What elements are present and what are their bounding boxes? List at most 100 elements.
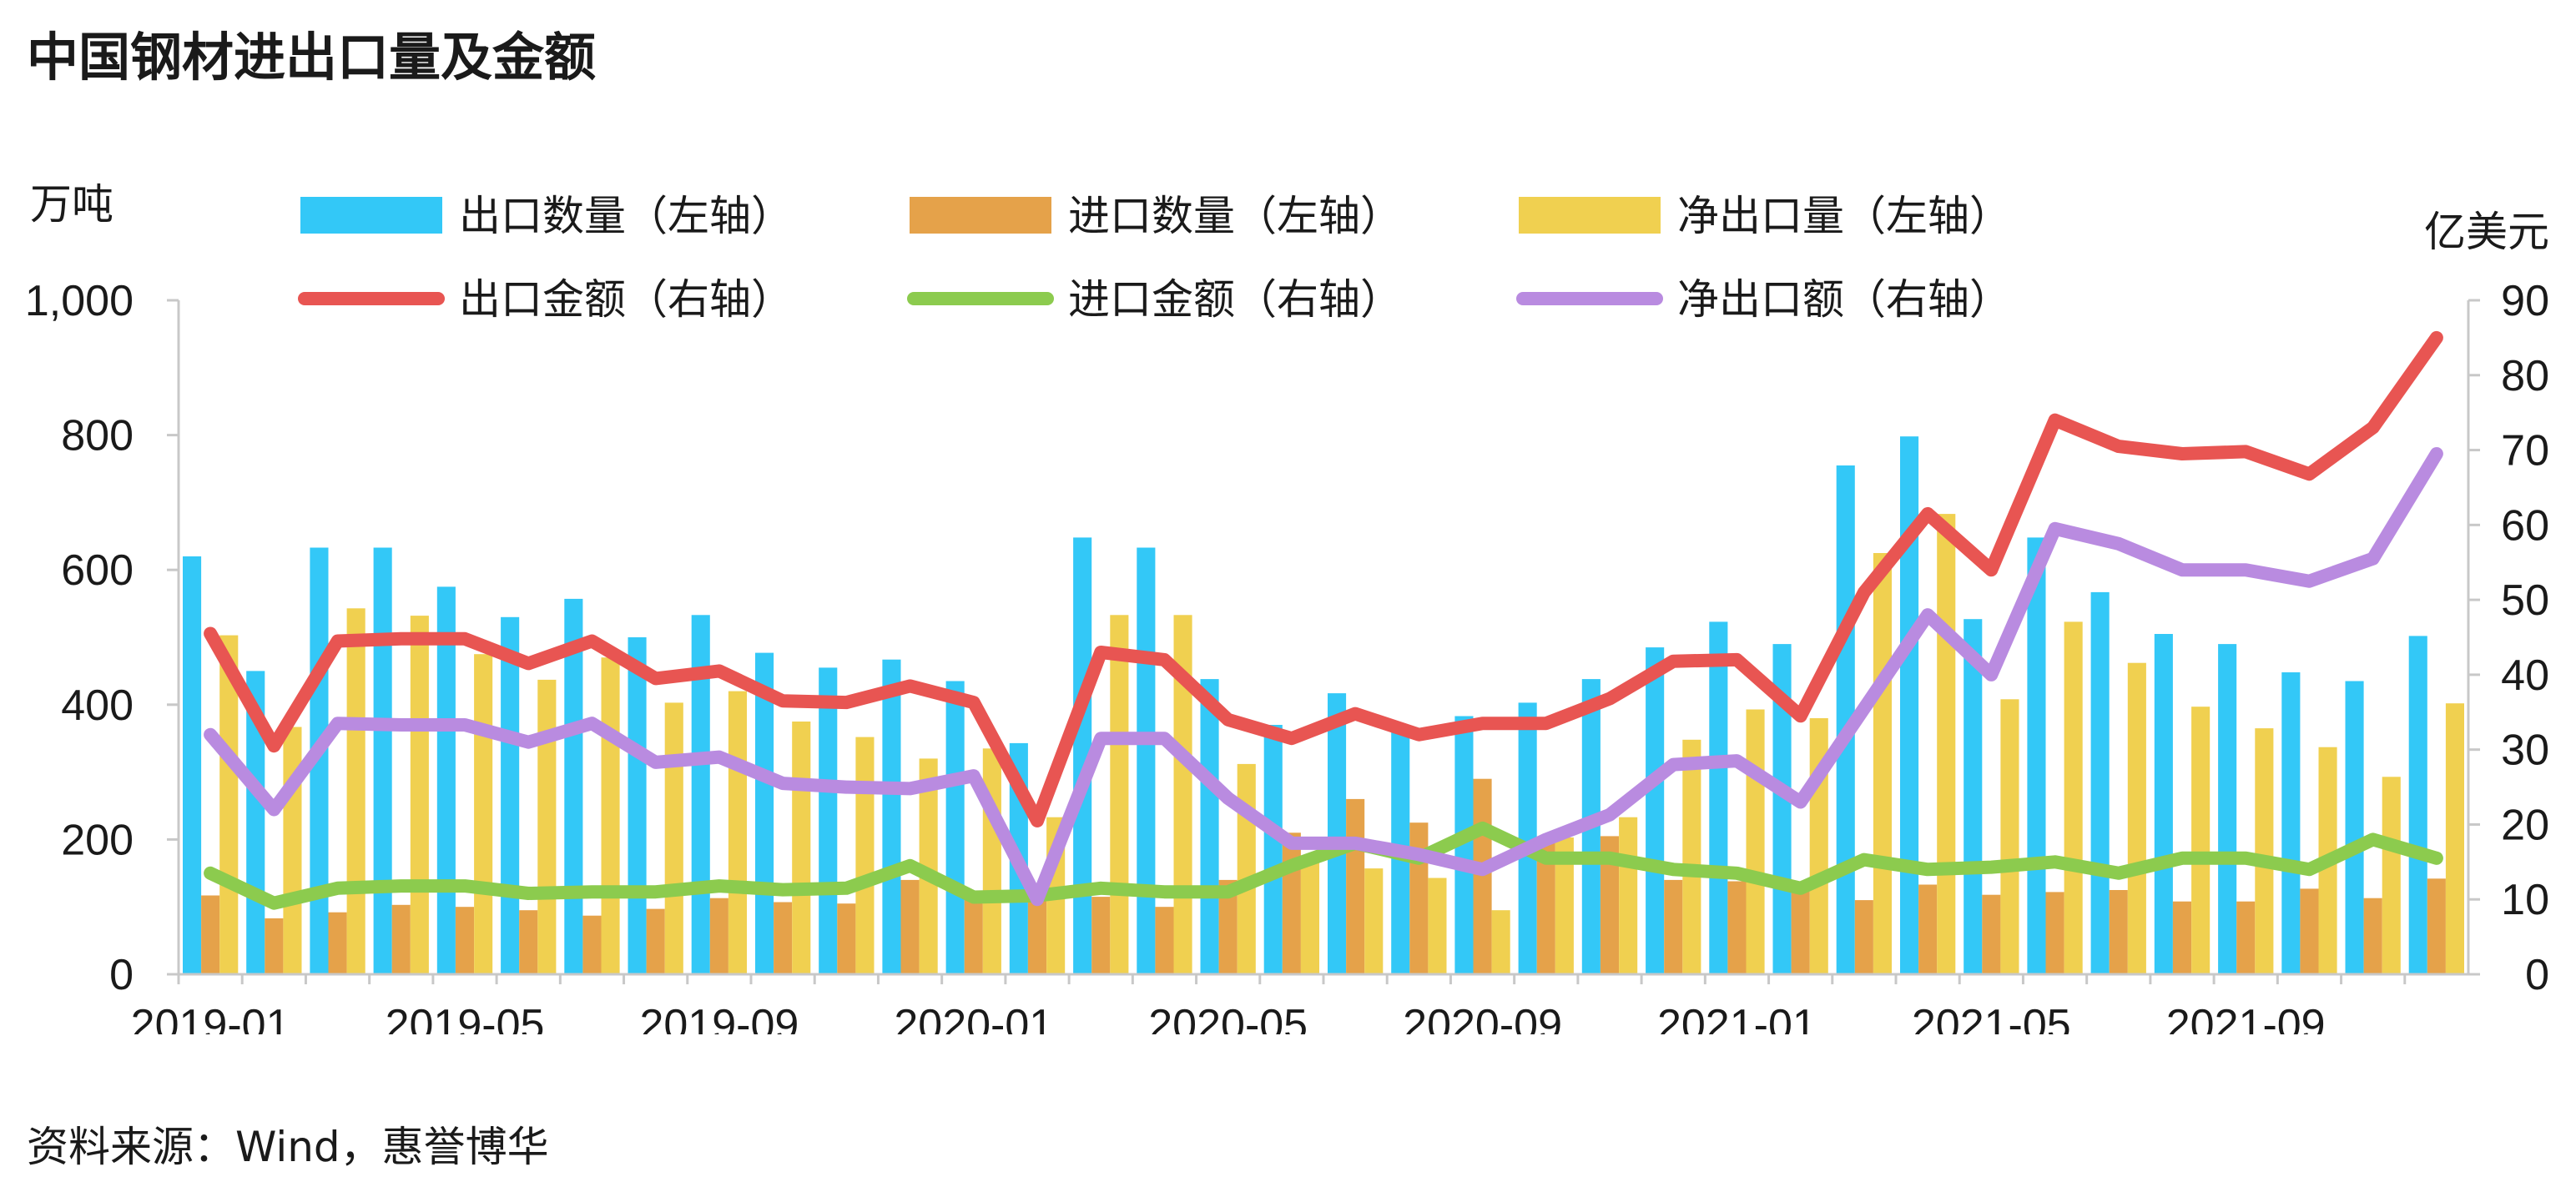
bar-net-qty-2019-08: [664, 702, 683, 974]
bar-export-qty-2020-09: [1454, 716, 1474, 974]
bar-export-qty-2021-11: [2345, 681, 2364, 974]
bar-net-qty-2019-05: [474, 654, 493, 974]
x-tick-label-2021-05: 2021-05: [1912, 1001, 2071, 1034]
bar-net-qty-2019-02: [283, 727, 302, 974]
left-tick-label-0: 0: [109, 951, 134, 999]
left-tick-label-400: 400: [61, 681, 134, 730]
bar-net-qty-2020-10: [1555, 837, 1574, 974]
left-tick-label-1,000: 1,000: [25, 277, 134, 325]
bar-export-qty-2021-07: [2090, 591, 2110, 974]
chart-title: 中国钢材进出口量及金额: [27, 27, 597, 88]
bar-import-qty-2021-11: [2363, 898, 2382, 974]
bar-import-qty-2020-04: [1155, 907, 1174, 974]
left-axis-unit: 万吨: [30, 180, 113, 229]
right-tick-label-30: 30: [2501, 727, 2549, 775]
bar-import-qty-2020-12: [1664, 879, 1683, 974]
bar-export-qty-2019-07: [564, 598, 583, 974]
x-tick-label-2021-01: 2021-01: [1657, 1001, 1817, 1034]
x-tick-label-2020-01: 2020-01: [894, 1001, 1053, 1034]
bar-import-qty-2019-01: [201, 895, 220, 974]
line-import-amt: [204, 821, 2443, 910]
bar-net-qty-2020-12: [1682, 739, 1701, 974]
bar-import-qty-2021-03: [1854, 900, 1873, 974]
bar-import-qty-2019-12: [900, 879, 920, 974]
left-tick-label-600: 600: [61, 546, 134, 595]
bar-export-qty-2020-06: [1263, 725, 1283, 974]
right-tick-label-80: 80: [2501, 352, 2549, 400]
bar-export-qty-2019-05: [436, 586, 456, 974]
bar-export-qty-2021-12: [2408, 636, 2427, 974]
legend-label-export-amt: 出口金额（右轴）: [459, 275, 793, 324]
left-tick-label-200: 200: [61, 816, 134, 864]
bar-import-qty-2019-11: [837, 903, 856, 974]
bar-import-qty-2019-07: [582, 915, 602, 974]
bar-export-qty-2021-09: [2218, 644, 2237, 974]
bar-export-qty-2019-04: [373, 547, 392, 974]
bar-import-qty-2019-02: [265, 918, 284, 974]
bar-import-qty-2021-02: [1791, 887, 1810, 974]
bar-import-qty-2019-04: [391, 904, 411, 974]
bar-net-qty-2020-01: [982, 748, 1001, 974]
bar-export-qty-2019-01: [183, 556, 202, 974]
bar-net-qty-2021-04: [1937, 514, 1956, 974]
x-tick-label-2020-09: 2020-09: [1403, 1001, 1562, 1034]
legend-swatch-net-qty: [1519, 197, 1661, 234]
line-net-amt: [204, 447, 2443, 907]
bar-export-qty-2020-07: [1328, 693, 1347, 974]
left-tick-label-800: 800: [61, 412, 134, 460]
bar-net-qty-2020-09: [1491, 910, 1510, 974]
bar-export-qty-2019-06: [501, 616, 520, 974]
bar-import-qty-2021-10: [2300, 888, 2319, 974]
bar-export-qty-2019-08: [628, 637, 647, 974]
bar-import-qty-2020-03: [1091, 897, 1111, 974]
bar-net-qty-2019-12: [919, 758, 938, 974]
legend-label-net-qty: 净出口量（左轴）: [1677, 192, 2011, 240]
bar-export-qty-2021-04: [1900, 436, 1919, 974]
bar-export-qty-2019-12: [882, 659, 901, 974]
bar-net-qty-2020-04: [1173, 615, 1192, 974]
bar-net-qty-2021-08: [2191, 707, 2211, 974]
bar-import-qty-2020-05: [1218, 879, 1238, 974]
bar-net-qty-2021-05: [2000, 699, 2019, 974]
x-tick-label-2019-09: 2019-09: [639, 1001, 799, 1034]
bar-import-qty-2021-08: [2172, 901, 2191, 974]
bar-import-qty-2021-07: [2109, 890, 2128, 974]
bar-import-qty-2020-11: [1600, 836, 1619, 974]
axes-group: 0 200 400 600 800 1,000 0 10 20 30 40 50 60 70 80 90 201…: [25, 277, 2549, 1034]
bar-net-qty-2020-08: [1428, 878, 1447, 974]
bar-import-qty-2019-08: [646, 908, 665, 974]
bar-import-qty-2020-06: [1282, 832, 1301, 974]
bar-net-qty-2019-06: [537, 679, 557, 974]
bar-net-qty-2021-01: [1746, 709, 1765, 974]
bar-export-qty-2020-04: [1137, 547, 1156, 974]
bar-net-qty-2020-07: [1364, 868, 1384, 974]
bar-export-qty-2021-06: [2027, 537, 2046, 974]
line-export-amt: [204, 330, 2443, 827]
bar-net-qty-2019-07: [601, 657, 620, 974]
bar-net-qty-2021-07: [2127, 662, 2146, 974]
right-tick-label-70: 70: [2501, 427, 2549, 475]
right-tick-label-0: 0: [2525, 951, 2549, 999]
bar-net-qty-2020-03: [1110, 615, 1129, 974]
bar-import-qty-2019-09: [709, 898, 728, 974]
combo-chart: 万吨 亿美元 出口数量（左轴） 进口数量（左轴） 净出口量（左轴） 出口金额（右轴） 进…: [25, 180, 2549, 1034]
bar-export-qty-2020-10: [1518, 702, 1537, 974]
bar-import-qty-2021-01: [1727, 881, 1747, 974]
legend-label-import-qty: 进口数量（左轴）: [1068, 192, 1402, 240]
bar-net-qty-2019-04: [410, 616, 429, 974]
legend-label-net-amt: 净出口额（右轴）: [1677, 275, 2011, 324]
x-tick-label-2020-05: 2020-05: [1148, 1001, 1308, 1034]
bar-import-qty-2020-10: [1536, 839, 1555, 974]
right-tick-label-50: 50: [2501, 576, 2549, 625]
bar-export-qty-2020-01: [945, 681, 965, 974]
bar-import-qty-2021-05: [1982, 894, 2001, 974]
bar-export-qty-2020-12: [1646, 647, 1665, 974]
bar-import-qty-2020-08: [1409, 822, 1429, 974]
bar-net-qty-2021-09: [2255, 728, 2274, 974]
bar-net-qty-2021-03: [1873, 553, 1892, 974]
right-tick-label-20: 20: [2501, 801, 2549, 849]
legend-label-import-amt: 进口金额（右轴）: [1068, 275, 1402, 324]
chart-legend: 出口数量（左轴） 进口数量（左轴） 净出口量（左轴） 出口金额（右轴） 进口金额（右轴）…: [298, 192, 2011, 324]
bar-import-qty-2021-12: [2427, 878, 2446, 974]
bar-import-qty-2021-04: [1918, 884, 1938, 974]
